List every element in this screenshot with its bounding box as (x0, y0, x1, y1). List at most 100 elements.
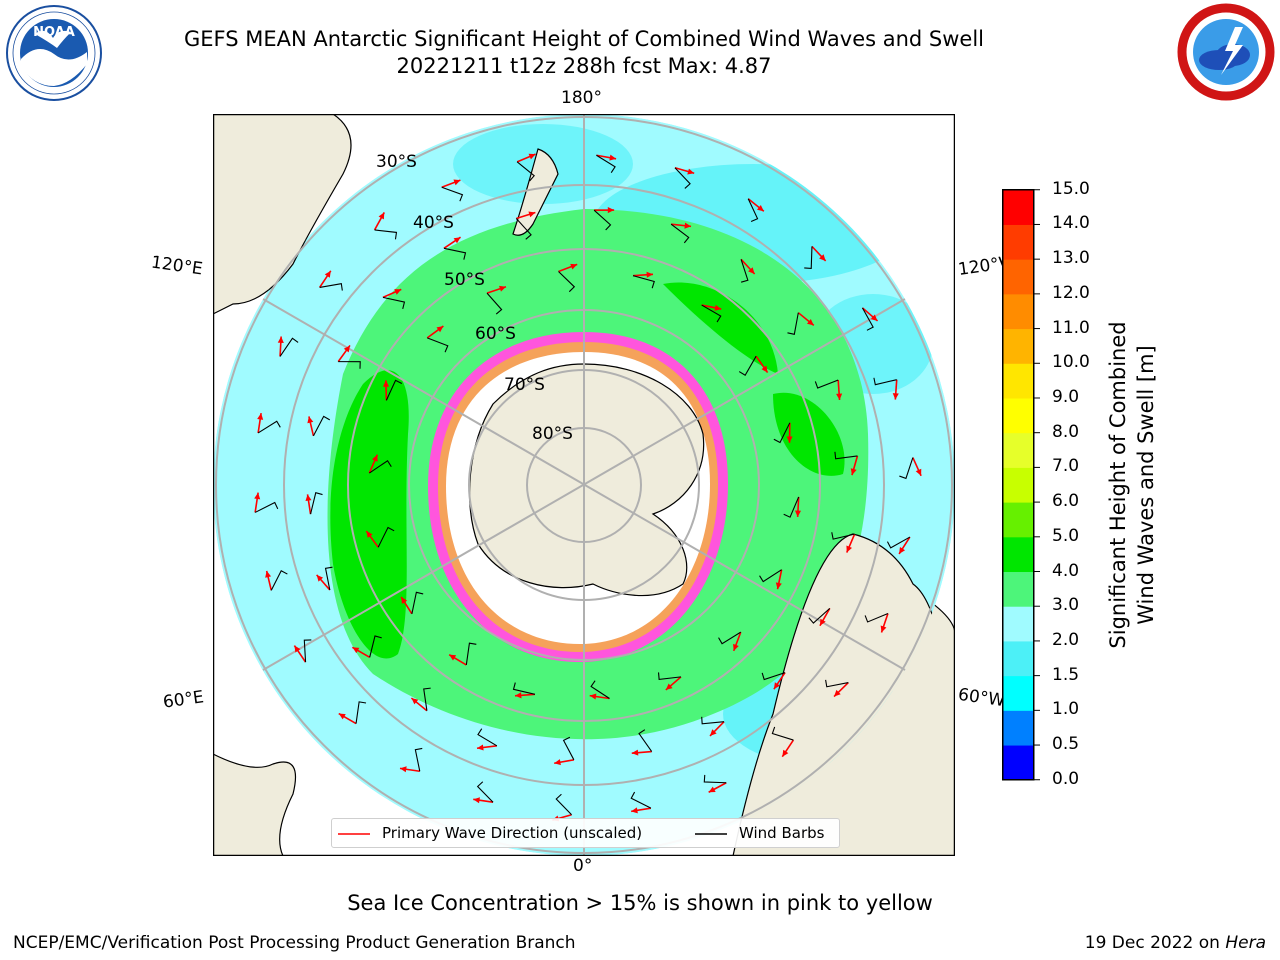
lat-label-60s: 60°S (475, 324, 516, 344)
wind-barb (596, 154, 616, 173)
legend-wind-barbs-label: Wind Barbs (739, 824, 825, 842)
wind-barb (804, 246, 813, 269)
colorbar-bin (1002, 397, 1034, 434)
lat-label-80s: 80°S (532, 424, 573, 444)
wind-barb (385, 379, 403, 401)
colorbar-tick-label: 5.0 (1052, 525, 1080, 546)
wind-barb (590, 680, 610, 699)
wind-barb (382, 296, 406, 309)
wave-direction-arrowhead (646, 271, 653, 278)
wind-barb (738, 355, 757, 377)
wind-barb (759, 569, 782, 583)
colorbar-tick-label: 13.0 (1052, 248, 1090, 269)
wave-direction-arrowhead (915, 468, 922, 476)
wind-barb (825, 679, 849, 688)
wave-direction-arrowhead (305, 494, 312, 502)
wave-direction-arrowhead (589, 693, 597, 700)
wave-direction-arrowhead (708, 786, 716, 793)
wind-barb (303, 639, 312, 663)
wind-barb (515, 218, 532, 240)
map-legend: Primary Wave Direction (unscaled) Wind B… (331, 818, 840, 848)
wind-barb (861, 307, 874, 331)
wave-direction-arrowhead (343, 345, 350, 353)
lat-label-50s: 50°S (444, 270, 485, 290)
wave-direction-arrowhead (687, 168, 695, 175)
colorbar-bin (1002, 189, 1034, 225)
colorbar-tick-label: 12.0 (1052, 282, 1090, 303)
wind-barb (632, 275, 655, 289)
wind-barb (701, 304, 722, 323)
wind-barb (701, 716, 725, 725)
wave-direction-arrowhead (449, 654, 457, 661)
nws-logo-icon (1177, 3, 1275, 101)
wave-direction-arrowhead (870, 314, 878, 321)
lat-label-30s: 30°S (376, 152, 417, 172)
wind-barb (279, 337, 299, 357)
wind-barb (873, 377, 897, 386)
lon-label-0: 0° (573, 856, 593, 876)
wave-direction-arrowhead (265, 570, 272, 578)
wave-direction-arrowhead (892, 393, 899, 400)
lon-label-120e: 120°E (149, 252, 204, 280)
wind-barb (555, 793, 572, 816)
wave-direction-arrowhead (294, 645, 301, 653)
wave-direction-arrowhead (806, 319, 814, 326)
wind-barb (638, 729, 653, 752)
colorbar-bin (1002, 259, 1034, 295)
vector-field (254, 153, 922, 822)
colorbar-tick-label: 0.0 (1052, 768, 1080, 789)
wind-barb (411, 591, 424, 614)
wind-barb (703, 774, 727, 784)
footer-date: 19 Dec 2022 on Hera (1085, 933, 1266, 953)
colorbar-bin (1002, 745, 1034, 781)
wind-barb (834, 451, 858, 460)
wind-barb (310, 492, 323, 515)
wave-direction-arrowhead (631, 749, 639, 756)
colorbar-tick-label: 6.0 (1052, 491, 1080, 512)
colorbar-bin (1002, 502, 1034, 538)
wave-direction-arrowhead (899, 546, 906, 554)
wind-barb (374, 229, 398, 240)
colorbar-tick-label: 8.0 (1052, 421, 1080, 442)
wave-direction-arrowhead (324, 270, 331, 278)
wave-direction-arrowhead (378, 212, 385, 220)
wave-direction-arrowhead (453, 237, 461, 244)
legend-wave-direction-label: Primary Wave Direction (unscaled) (382, 824, 643, 842)
wind-barb (477, 728, 498, 747)
wave-direction-arrowhead (453, 179, 461, 186)
chart-subtitle: 20221211 t12z 288h fcst Max: 4.87 (396, 54, 772, 78)
wind-barb (831, 532, 855, 540)
colorbar-tick-label: 4.0 (1052, 560, 1080, 581)
wind-barb (377, 526, 395, 548)
wave-direction-arrowhead (733, 643, 739, 651)
colorbar-label-line2: Wind Waves and Swell [m] (1134, 345, 1158, 625)
colorbar-tick-label: 14.0 (1052, 213, 1090, 234)
wave-direction-arrowhead (401, 596, 408, 604)
wave-direction-arrowhead (880, 625, 887, 633)
footer-machine: Hera (1225, 933, 1266, 953)
wave-direction-arrowhead (366, 531, 373, 538)
wave-direction-arrowhead (786, 436, 793, 443)
wind-barb (312, 415, 331, 437)
colorbar-bin (1002, 536, 1034, 573)
colorbar-tick-label: 2.0 (1052, 629, 1080, 650)
wave-direction-arrowhead (631, 807, 638, 814)
wind-barb (512, 682, 536, 695)
wind-barb (465, 642, 477, 666)
colorbar-tick-label: 7.0 (1052, 456, 1080, 477)
lat-label-40s: 40°S (413, 213, 454, 233)
colorbar-bin (1002, 571, 1034, 607)
lat-label-70s: 70°S (504, 375, 545, 395)
wave-direction-arrowhead (399, 766, 407, 773)
colorbar-label: Significant Height of Combined Wind Wave… (1106, 321, 1158, 648)
wind-barb (270, 569, 288, 591)
wind-barb (808, 607, 831, 624)
wind-barb (319, 283, 343, 291)
wind-barb (899, 457, 914, 480)
wind-barb (674, 167, 691, 189)
wind-barb (427, 337, 449, 353)
wave-direction-arrowhead (757, 204, 764, 212)
colorbar-bin (1002, 710, 1034, 746)
wind-barb (783, 496, 800, 518)
colorbar-tick-label: 1.0 (1052, 699, 1080, 720)
